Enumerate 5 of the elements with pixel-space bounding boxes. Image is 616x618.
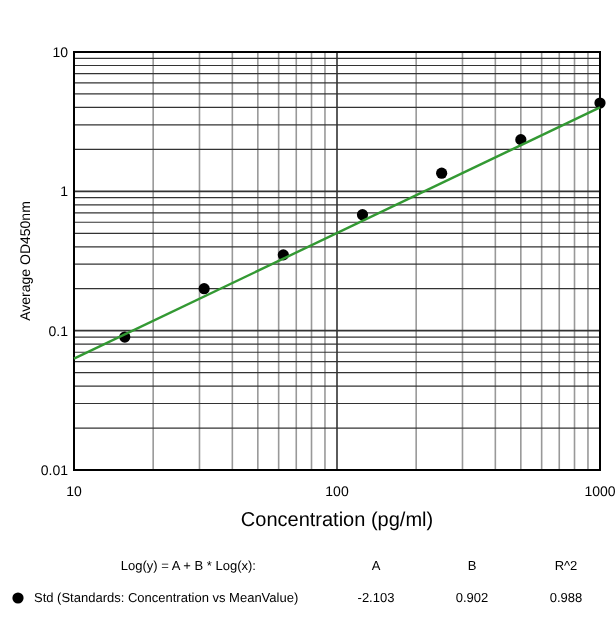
point bbox=[515, 134, 527, 146]
point bbox=[356, 209, 369, 221]
point bbox=[436, 167, 448, 179]
x-axis-title: Concentration (pg/ml) bbox=[240, 510, 434, 532]
point bbox=[198, 283, 210, 295]
